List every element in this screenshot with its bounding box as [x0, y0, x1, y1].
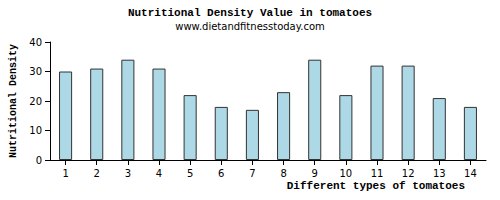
svg-text:7: 7 [249, 168, 255, 179]
svg-text:10: 10 [29, 125, 42, 136]
svg-text:14: 14 [464, 168, 477, 179]
svg-text:6: 6 [218, 168, 224, 179]
svg-text:30: 30 [29, 66, 42, 77]
svg-text:Nutritional Density Value in t: Nutritional Density Value in tomatoes [128, 7, 372, 19]
svg-text:Different types of tomatoes: Different types of tomatoes [287, 180, 465, 192]
svg-text:8: 8 [280, 168, 286, 179]
svg-text:5: 5 [187, 168, 193, 179]
svg-text:10: 10 [339, 168, 352, 179]
svg-text:3: 3 [125, 168, 131, 179]
svg-text:20: 20 [29, 96, 42, 107]
svg-text:11: 11 [371, 168, 384, 179]
svg-text:2: 2 [94, 168, 100, 179]
svg-text:4: 4 [156, 168, 162, 179]
svg-text:www.dietandfitnesstoday.com: www.dietandfitnesstoday.com [175, 21, 324, 32]
svg-text:12: 12 [402, 168, 415, 179]
svg-text:1: 1 [62, 168, 68, 179]
svg-text:Nutritional Density: Nutritional Density [8, 44, 19, 158]
svg-text:9: 9 [312, 168, 318, 179]
svg-text:0: 0 [36, 155, 42, 166]
svg-text:13: 13 [433, 168, 446, 179]
svg-text:40: 40 [29, 37, 42, 48]
